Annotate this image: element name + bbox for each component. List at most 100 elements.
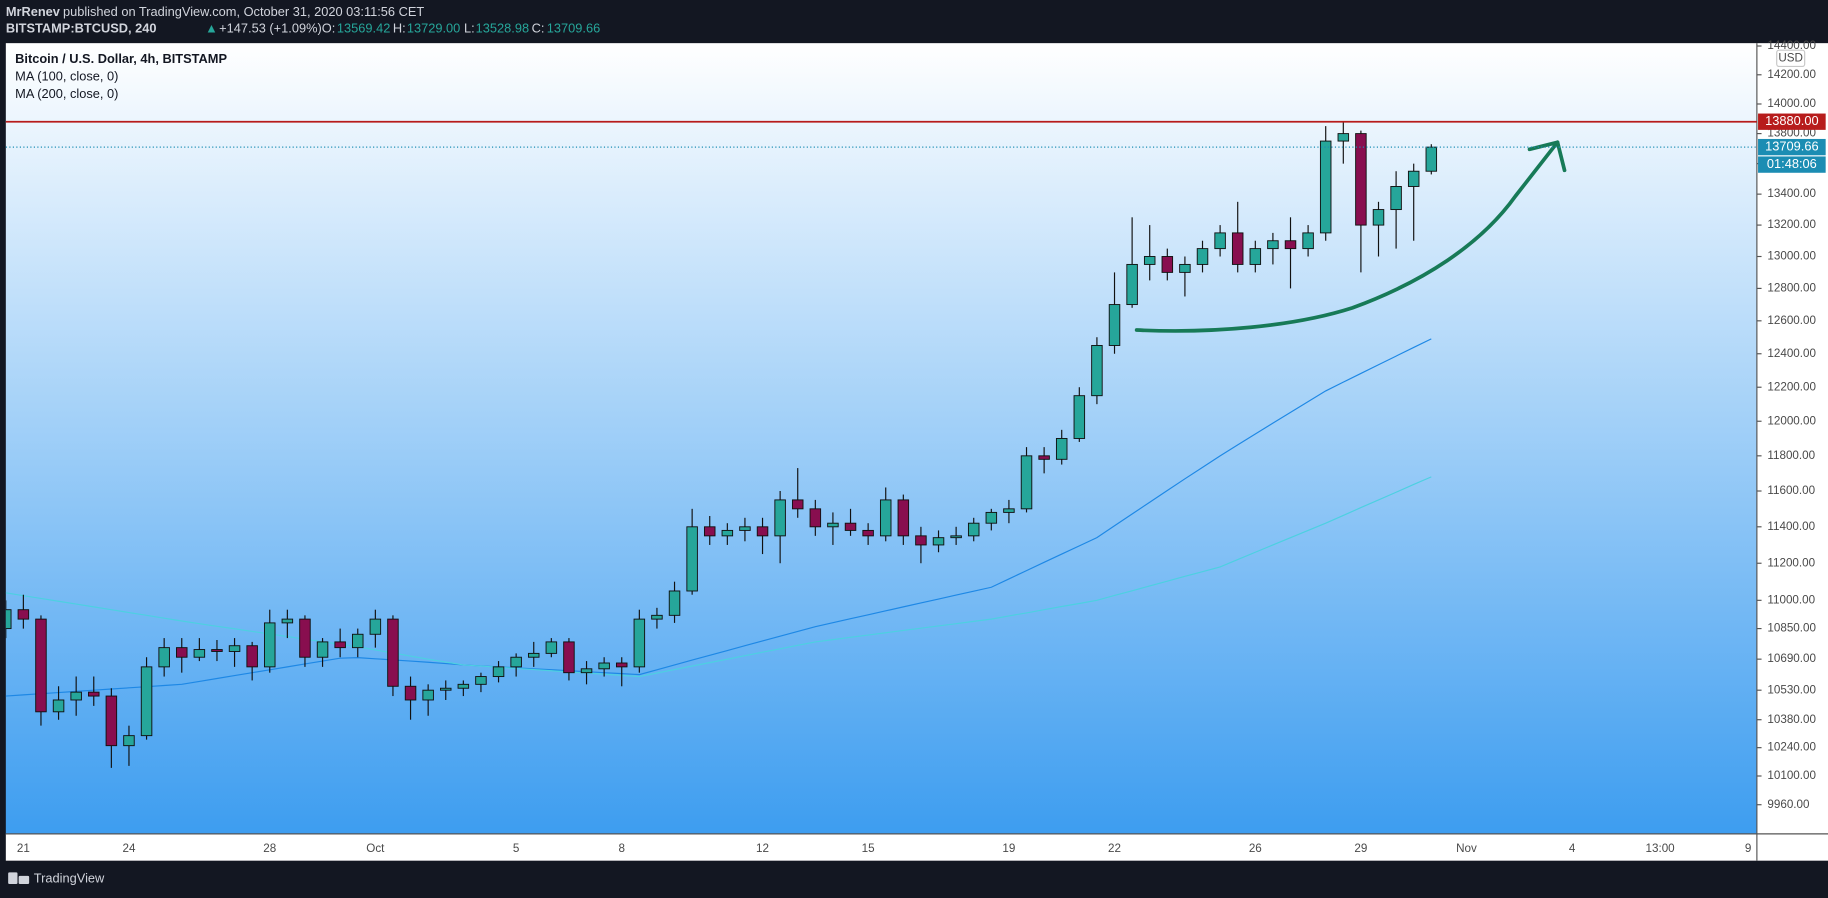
candle-body [404,685,417,701]
y-tick-label: 10530.00 [1767,683,1816,696]
y-tick-label: 11800.00 [1767,449,1815,462]
candle-body [1302,232,1314,250]
candle-body [527,652,540,658]
symbol: BITSTAMP:BTCUSD, 240 [6,21,157,36]
y-tick-label: 13400.00 [1767,187,1816,200]
candle-body [5,609,12,630]
y-tick-label: 14400.00 [1767,39,1816,52]
candle-body [264,622,276,668]
candle-body [615,662,628,668]
candle-body [580,668,593,674]
last-price-label: 13709.66 [1765,139,1818,154]
x-tick-label: 12 [756,842,769,855]
level-label: 13880.00 [1765,113,1818,128]
y-tick-label: 10380.00 [1767,713,1816,726]
candle-body [774,499,786,537]
candle-body [915,535,927,546]
x-tick-label: 22 [1108,842,1121,855]
candle-body [598,662,610,670]
candle-body [721,529,734,537]
y-tick-label: 14200.00 [1767,68,1816,81]
candle-body [1267,240,1279,250]
candle-body [1055,437,1068,460]
x-tick-label: 8 [618,842,624,855]
candle-body [1231,232,1244,265]
candle-body [316,641,329,658]
candle-body [1372,209,1385,226]
candle-body [545,641,558,654]
low-value: 13528.98 [476,21,529,36]
candle-body [105,695,118,747]
x-tick-label: 19 [1002,842,1015,855]
candle-body [1038,455,1050,460]
candle-body [1196,248,1209,265]
y-tick-label: 11400.00 [1767,520,1815,533]
candle-body [686,526,698,592]
y-tick-label: 12400.00 [1767,347,1816,360]
moving-average-line [5,338,1432,697]
candle-body [1143,256,1156,265]
low-label: L: [464,21,475,36]
candle-body [228,645,241,652]
candle-body [299,618,311,658]
level-label-box [1758,113,1826,130]
candle-body [475,676,487,685]
candle-body [457,683,470,689]
y-tick-label: 10240.00 [1767,741,1816,754]
x-tick-label: 24 [122,842,135,855]
candle-body [651,614,663,620]
candle-body [791,499,804,510]
candle-body [176,647,188,658]
candle-body [422,689,434,701]
candle-body [1337,133,1350,142]
x-tick-label: 26 [1249,842,1262,855]
candle-body [897,499,910,537]
y-tick-label: 10690.00 [1767,652,1816,665]
x-tick-label: 29 [1354,842,1367,855]
high-label: H: [393,21,406,36]
candle-body [492,666,505,678]
y-tick-label: 11200.00 [1767,556,1815,569]
y-tick-label: 12800.00 [1767,281,1816,294]
candle-body [35,618,47,713]
y-tick-label: 10100.00 [1767,769,1816,782]
series-layer [5,121,1438,768]
chart-title: Bitcoin / U.S. Dollar, 4h, BITSTAMP [15,51,227,66]
candle-body [52,699,65,713]
close-label: C: [532,21,545,36]
y-tick-label: 9960.00 [1767,798,1810,811]
candle-body [1091,345,1103,397]
candle-body [193,649,206,658]
candle-body [1161,256,1174,273]
plot-area [5,43,1757,834]
candle-body [1355,133,1367,226]
candle-body [756,526,769,537]
x-tick-label: 21 [17,842,30,855]
candle-body [440,687,452,691]
y-tick-label: 10850.00 [1767,622,1816,635]
last-price-box [1758,138,1826,156]
candle-body [739,526,751,531]
x-tick-label: 4 [1569,842,1576,855]
time-axis [5,833,1828,861]
legend-entry: MA (200, close, 0) [15,86,118,101]
x-tick-label: 5 [513,842,519,855]
candle-body [387,618,399,687]
legend-entry: MA (100, close, 0) [15,68,118,83]
candle-body [369,618,382,635]
candle-body [827,522,839,528]
candle-body [1390,186,1402,211]
candle-body [668,590,681,616]
candle-body [703,526,716,537]
axis-layer: 9960.00 10100.00 10240.00 10380.00 10530.00 1… [5,39,1826,855]
candle-body [211,649,223,652]
y-tick-label: 12000.00 [1767,414,1816,427]
candle-body [1108,304,1121,346]
x-tick-label: 9 [1745,842,1751,855]
candle-body [633,618,646,668]
candle-body [1407,170,1420,187]
x-tick-label: Oct [366,842,385,855]
y-tick-label: 12600.00 [1767,314,1816,327]
candle-body [932,537,945,546]
